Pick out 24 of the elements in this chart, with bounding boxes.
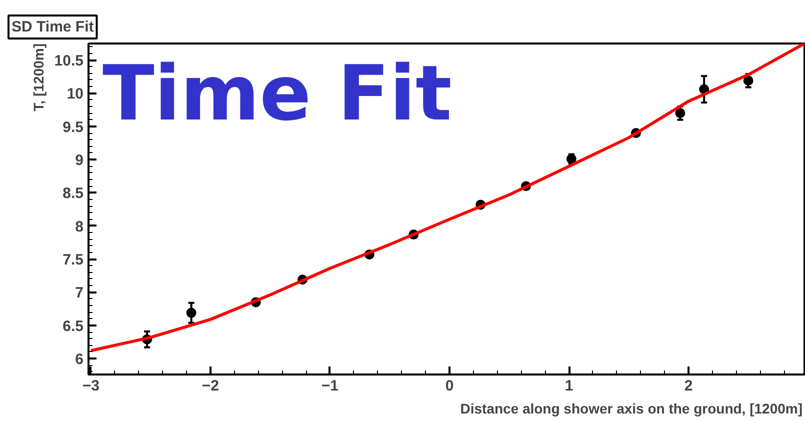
x-tick-label: 0 (445, 378, 454, 394)
point (675, 108, 686, 118)
y-tick-label: 7 (75, 284, 84, 302)
x-tick-label: 2 (684, 378, 693, 394)
y-tick-label: 6.5 (62, 318, 84, 335)
x-tick-label: −2 (202, 378, 219, 394)
y-tick-label: 9.5 (62, 118, 84, 136)
x-tick-label: 1 (564, 378, 574, 394)
chart-title: SD Time Fit (12, 18, 94, 36)
y-tick-label: 8.5 (62, 185, 84, 202)
annotation: Time Fit (102, 48, 452, 138)
point (186, 308, 196, 318)
y-tick-label: 8 (75, 218, 84, 236)
x-tick-label: −3 (82, 378, 100, 394)
y-tick-label: 10.5 (54, 52, 84, 70)
x-axis-title: Distance along shower axis on the ground, [1200m] (460, 400, 802, 416)
y-axis-title: T, [1200m] (30, 43, 46, 112)
point (743, 76, 754, 86)
line-series (89, 44, 804, 352)
y-tick-label: 10 (66, 86, 84, 103)
y-tick-label: 6 (75, 351, 84, 368)
y-tick-label: 9 (75, 152, 84, 170)
x-tick-label: −1 (321, 378, 339, 394)
y-tick-label: 7.5 (62, 252, 84, 269)
